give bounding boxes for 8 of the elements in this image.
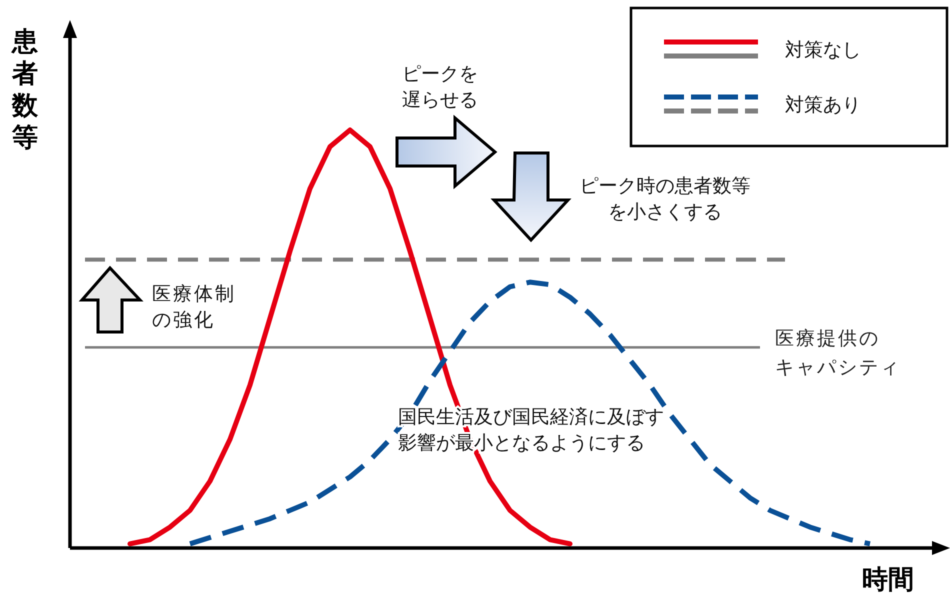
legend-label: 対策あり xyxy=(785,94,861,116)
x-axis-title: 時間 xyxy=(862,565,914,595)
legend-label: 対策なし xyxy=(785,39,861,61)
annotation: 医療体制の強化 xyxy=(152,283,236,331)
text: ピークを遅らせる xyxy=(402,63,478,111)
y-axis-title: 患者数等 xyxy=(11,27,39,153)
annotation: ピーク時の患者数等を小さくする xyxy=(580,175,750,223)
ref-line-label: 医療提供のキャパシティ xyxy=(775,327,901,378)
